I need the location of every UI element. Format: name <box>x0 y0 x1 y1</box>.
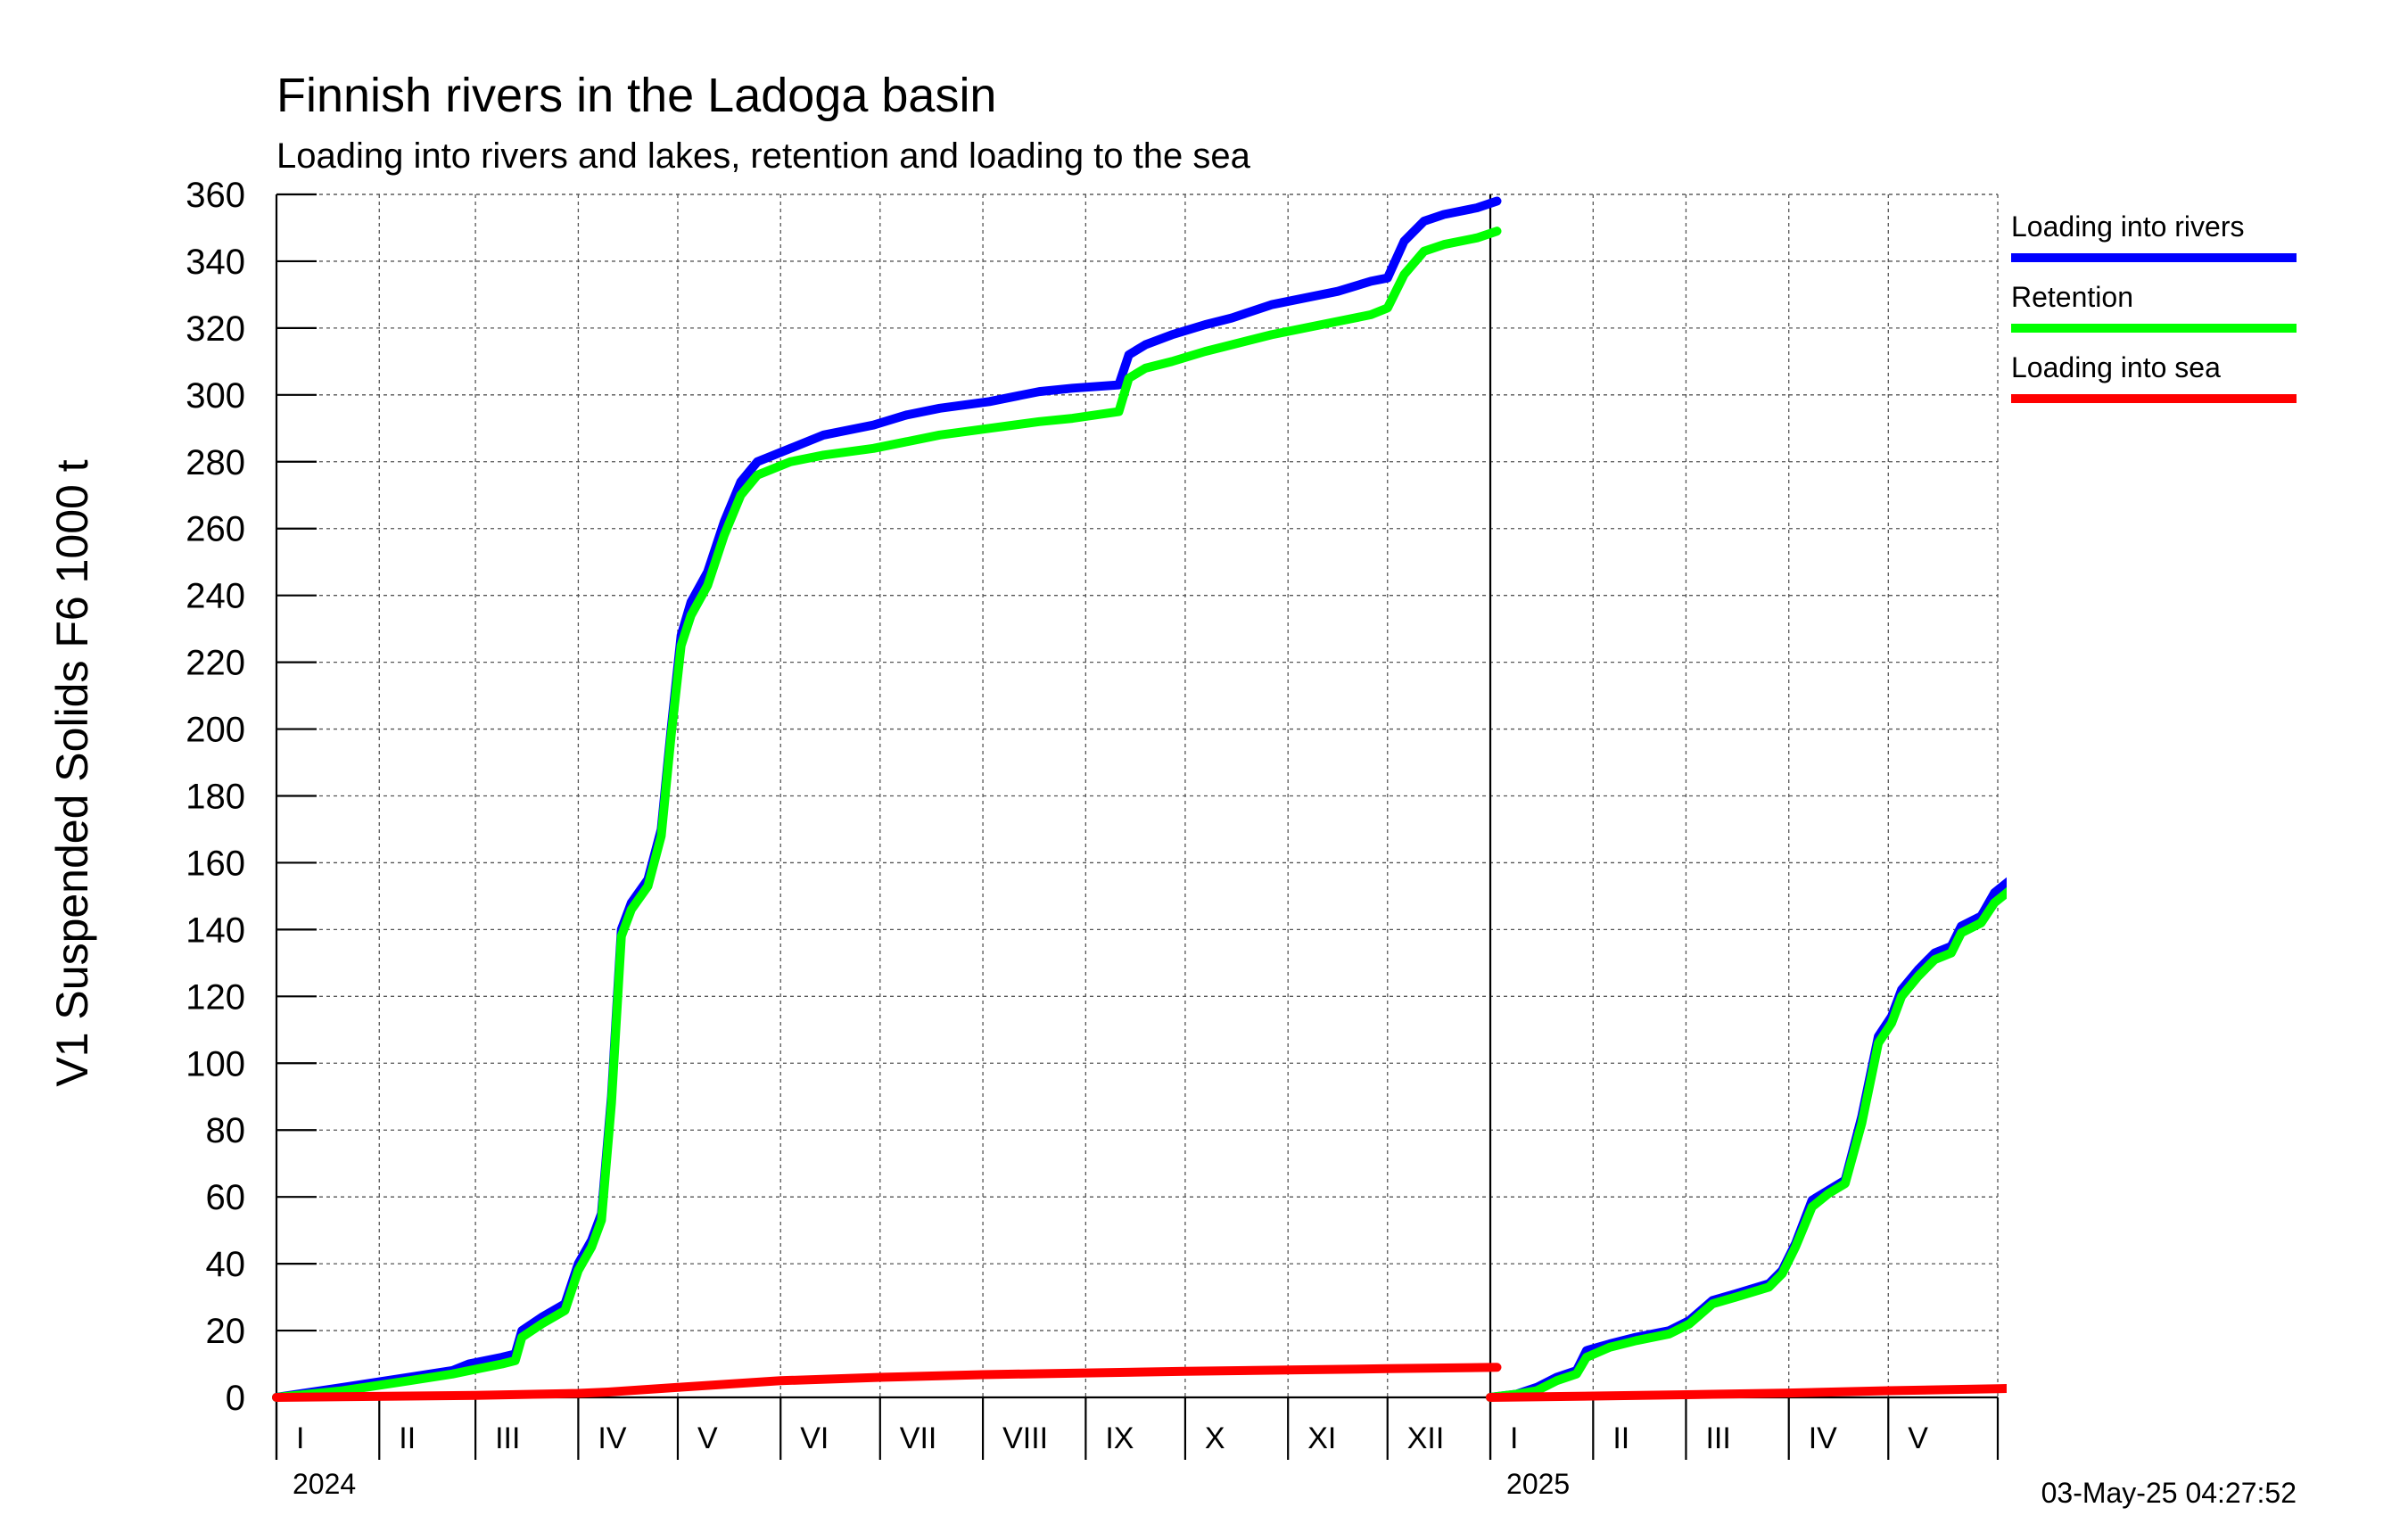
timestamp: 03-May-25 04:27:52 <box>2041 1477 2297 1509</box>
series-line <box>272 227 1502 1402</box>
y-tick-label: 300 <box>186 376 245 416</box>
chart-subtitle: Loading into rivers and lakes, retention… <box>276 136 1251 176</box>
month-label: VII <box>900 1421 937 1455</box>
month-label: IV <box>1809 1421 1837 1455</box>
series-line <box>272 1363 1502 1402</box>
y-tick-label: 240 <box>186 577 245 616</box>
y-tick-label: 60 <box>206 1178 246 1217</box>
month-label: I <box>1510 1421 1518 1455</box>
month-label: V <box>697 1421 718 1455</box>
series-line <box>1486 1384 2007 1402</box>
y-tick-label: 260 <box>186 510 245 549</box>
month-label: XI <box>1307 1421 1336 1455</box>
legend: Loading into rivers Retention Loading into… <box>2011 210 2297 403</box>
month-label: III <box>495 1421 520 1455</box>
y-tick-label: 340 <box>186 243 245 282</box>
y-tick-label: 140 <box>186 910 245 950</box>
month-label: VIII <box>1002 1421 1048 1455</box>
y-tick-label: 280 <box>186 443 245 482</box>
chart-title: Finnish rivers in the Ladoga basin <box>276 69 996 122</box>
y-tick-label: 120 <box>186 977 245 1017</box>
series-line <box>272 196 1502 1402</box>
month-label: II <box>1612 1421 1629 1455</box>
y-tick-label: 40 <box>206 1245 246 1284</box>
y-tick-label: 320 <box>186 309 245 349</box>
y-tick-label: 360 <box>186 176 245 215</box>
year-label: 2025 <box>1506 1468 1570 1500</box>
month-label: VI <box>800 1421 829 1455</box>
series-lines <box>272 196 2007 1402</box>
y-tick-label: 0 <box>226 1379 245 1418</box>
legend-label: Loading into rivers <box>2011 210 2244 243</box>
month-label: III <box>1705 1421 1730 1455</box>
grid <box>276 194 1999 1398</box>
month-label: IX <box>1105 1421 1134 1455</box>
y-axis-label: V1 Suspended Solids F6 1000 t <box>47 459 97 1086</box>
y-tick-label: 200 <box>186 711 245 750</box>
month-label: I <box>296 1421 304 1455</box>
month-label: XII <box>1407 1421 1445 1455</box>
month-label: V <box>1908 1421 1928 1455</box>
y-tick-label: 20 <box>206 1312 246 1351</box>
y-tick-label: 220 <box>186 644 245 683</box>
y-tick-labels: 0 20 40 60 80 100 120 140 160 180 200 220 240 260 280 3… <box>186 176 245 1418</box>
legend-label: Retention <box>2011 281 2133 313</box>
legend-label: Loading into sea <box>2011 351 2221 383</box>
y-tick-label: 160 <box>186 844 245 883</box>
axes <box>275 193 2000 1460</box>
y-tick-label: 180 <box>186 778 245 817</box>
month-label: II <box>399 1421 416 1455</box>
y-tick-label: 100 <box>186 1044 245 1083</box>
month-label: X <box>1205 1421 1225 1455</box>
month-label: IV <box>598 1421 626 1455</box>
y-tick-label: 80 <box>206 1111 246 1150</box>
series-line <box>1486 886 2007 1402</box>
year-label: 2024 <box>293 1468 356 1500</box>
